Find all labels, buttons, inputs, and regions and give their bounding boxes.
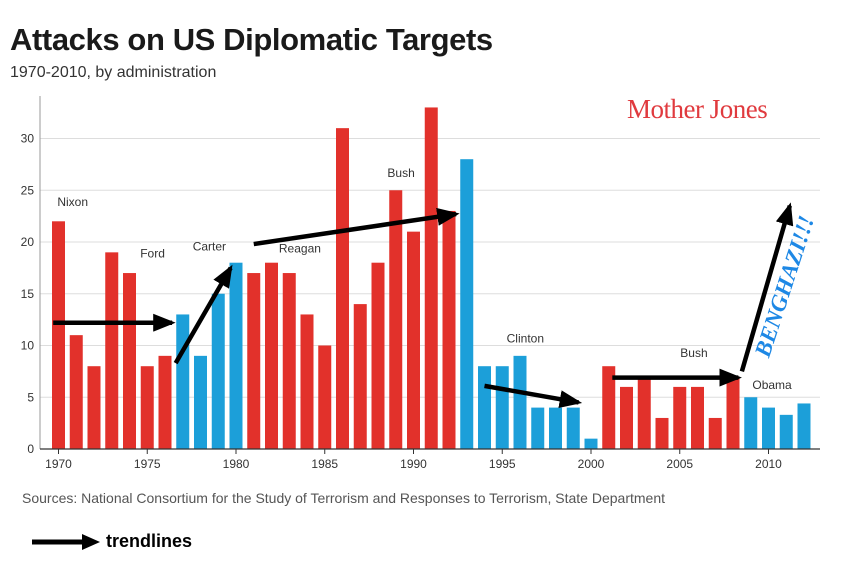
bar-1985 [318,345,332,449]
bar-2012 [797,403,811,449]
x-tick-label: 2010 [755,457,782,471]
bar-1991 [424,107,438,449]
brand-logo: Mother Jones [627,94,768,124]
y-tick-label: 10 [21,339,35,353]
bar-1981 [247,273,261,449]
legend: trendlines [30,529,230,555]
bar-chart: 0 5 10 15 20 25 30 1970 1975 1980 1985 1990 1995 2000… [21,96,820,471]
bar-1975 [140,366,154,449]
x-tick-label: 1980 [223,457,250,471]
bar-2001 [602,366,616,449]
bar-1999 [566,407,580,449]
bar-1978 [194,355,207,449]
bar-1983 [282,273,296,449]
bar-1986 [336,128,349,449]
y-tick-label: 5 [27,390,34,404]
bar-1995 [495,366,509,449]
bar-2003 [637,376,651,449]
y-tick-label: 30 [21,132,35,146]
x-tick-label: 1995 [489,457,516,471]
bar-1997 [531,407,545,449]
sources-note: Sources: National Consortium for the Stu… [22,490,665,506]
bar-1979 [211,293,225,449]
bar-1982 [265,262,278,449]
y-tick-label: 0 [27,442,34,456]
x-tick-label: 1985 [311,457,338,471]
bar-1994 [478,366,491,449]
y-tick-label: 20 [21,235,35,249]
bar-1976 [158,355,172,449]
y-tick-label: 15 [21,287,35,301]
bar-2002 [620,386,633,449]
bar-2007 [708,417,722,449]
bar-1973 [105,252,119,449]
bar-2010 [762,407,775,449]
bar-2011 [779,414,793,449]
bar-1992 [442,210,456,449]
bar-1971 [69,335,83,449]
bars [52,107,811,449]
bar-1984 [300,314,314,449]
x-tick-label: 2005 [666,457,693,471]
callout-label: BENGHAZI!!! [750,212,820,360]
annotations: Nixon Ford Carter Reagan Bush Clinton Bush Obam… [57,166,819,392]
bar-1970 [52,221,65,449]
x-tick-label: 1990 [400,457,427,471]
bar-2008 [726,376,740,449]
chart-subtitle: 1970-2010, by administration [10,64,217,81]
bar-1990 [407,231,420,449]
bar-1980 [229,262,243,449]
bar-1996 [513,355,527,449]
trendline-arrow [253,207,460,247]
bar-2006 [691,386,704,449]
bar-1977 [176,314,190,449]
y-tick-label: 25 [21,183,35,197]
trendline-arrow [484,383,583,409]
trendline-arrow [173,264,233,365]
trendline-arrow [739,202,794,373]
bar-2004 [655,417,669,449]
era-label: Carter [193,239,226,253]
bar-1972 [87,366,101,449]
bar-1974 [123,273,136,449]
bar-1987 [353,304,367,449]
era-label: Bush [680,346,707,360]
page-title: Attacks on US Diplomatic Targets [10,22,493,57]
trendlines [53,202,794,409]
axes: 0 5 10 15 20 25 30 1970 1975 1980 1985 1990 1995 2000… [21,96,820,471]
era-label: Clinton [507,331,544,345]
bar-1989 [389,190,403,449]
legend-label: trendlines [106,531,193,551]
trendline-arrow-icon [32,534,100,550]
x-tick-label: 1970 [45,457,72,471]
era-label: Nixon [57,195,88,209]
x-tick-label: 1975 [134,457,161,471]
x-tick-label: 2000 [578,457,605,471]
bar-2009 [744,397,758,449]
bar-2005 [673,386,687,449]
bar-1993 [460,159,474,449]
era-label: Bush [387,166,414,180]
era-label: Reagan [279,241,321,255]
era-label: Ford [140,247,165,261]
bar-2000 [584,438,598,449]
era-label: Obama [752,378,792,392]
bar-1998 [549,407,562,449]
bar-1988 [371,262,385,449]
